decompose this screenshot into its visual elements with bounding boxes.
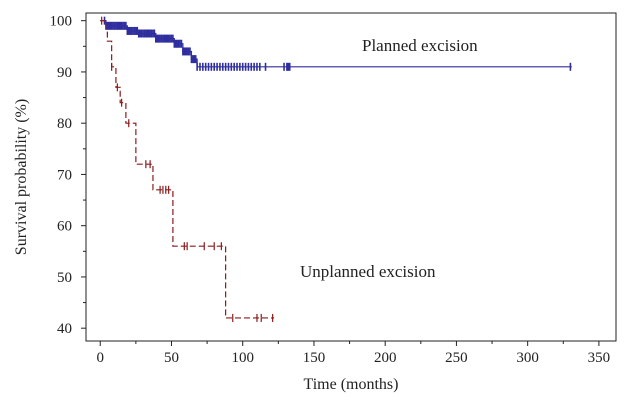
x-tick-label: 100 <box>231 350 254 366</box>
x-tick-label: 0 <box>96 350 104 366</box>
y-tick-label: 50 <box>57 270 72 286</box>
series-layer <box>100 16 572 322</box>
x-tick-label: 200 <box>374 350 397 366</box>
y-tick-label: 60 <box>57 219 72 235</box>
x-axis-ticks: 0 50 100 150 200 250 300 350 <box>96 341 610 366</box>
y-axis-label: Survival probability (%) <box>13 99 30 255</box>
y-axis-ticks: 40 50 60 70 80 90 100 <box>50 14 86 337</box>
x-tick-label: 150 <box>303 350 326 366</box>
unplanned-excision-curve <box>100 20 275 319</box>
y-tick-label: 40 <box>57 321 72 337</box>
x-tick-label: 300 <box>516 350 539 366</box>
x-axis-label: Time (months) <box>304 376 399 393</box>
x-tick-label: 350 <box>588 350 611 366</box>
x-tick-label: 50 <box>164 350 179 366</box>
y-tick-label: 70 <box>57 167 72 183</box>
plot-frame <box>85 12 617 342</box>
y-tick-label: 90 <box>57 65 72 81</box>
planned-excision-label: Planned excision <box>362 36 478 55</box>
y-tick-label: 100 <box>50 14 73 30</box>
unplanned-excision-label: Unplanned excision <box>300 262 436 281</box>
x-tick-label: 250 <box>445 350 468 366</box>
y-tick-label: 80 <box>57 116 72 132</box>
planned-excision-curve <box>100 20 572 68</box>
